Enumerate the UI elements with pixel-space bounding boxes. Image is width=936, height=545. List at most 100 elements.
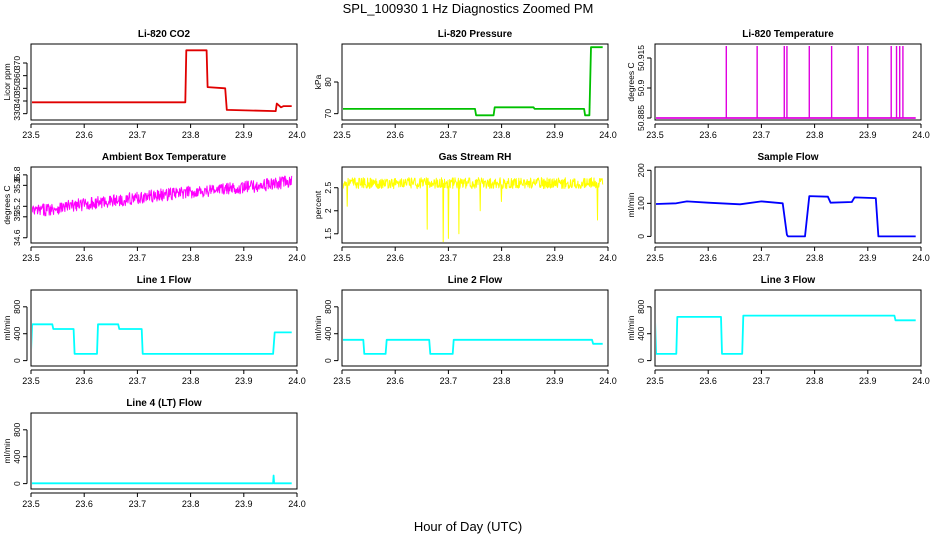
x-tick-label: 23.9	[859, 130, 877, 140]
data-series	[32, 175, 293, 217]
chart-panel: Line 2 Flow ml/min 23.5 23.6 23.7 23.8 23.9 24.…	[313, 275, 617, 386]
y-tick-label: 360	[12, 68, 22, 82]
x-tick-label: 23.9	[235, 376, 253, 386]
x-tick-label: 23.9	[235, 130, 253, 140]
chart-panel: Line 4 (LT) Flow ml/min 23.5 23.6 23.7 23.8 23…	[2, 398, 306, 509]
x-tick-label: 23.7	[129, 130, 147, 140]
x-tick-label: 23.7	[753, 130, 771, 140]
x-tick-label: 23.5	[333, 130, 351, 140]
y-axis-label: Licor ppm	[2, 63, 12, 100]
figure-title: SPL_100930 1 Hz Diagnostics Zoomed PM	[343, 1, 594, 16]
chart-title: Li-820 CO2	[138, 29, 191, 40]
y-axis-label: degrees C	[2, 185, 12, 224]
y-tick-label: 100	[636, 196, 646, 210]
x-tick-label: 23.6	[699, 130, 717, 140]
chart-title: Line 1 Flow	[137, 275, 192, 286]
x-tick-label: 23.8	[182, 376, 200, 386]
y-tick-label: 0	[323, 358, 333, 363]
x-tick-label: 23.8	[806, 130, 824, 140]
y-tick-label: 400	[323, 326, 333, 340]
chart-panel: Li-820 Pressure kPa 23.5 23.6 23.7 23.8 23.9 24…	[313, 29, 617, 140]
x-tick-label: 23.9	[235, 253, 253, 263]
chart-panel: Li-820 Temperature degrees C 23.5 23.6 23.7 2…	[626, 29, 930, 140]
y-tick-label: 400	[12, 449, 22, 463]
x-tick-label: 23.9	[859, 253, 877, 263]
plot-frame	[341, 166, 609, 244]
x-tick-label: 23.7	[753, 253, 771, 263]
chart-title: Line 3 Flow	[761, 275, 816, 286]
x-tick-label: 23.8	[182, 253, 200, 263]
data-series	[656, 46, 916, 119]
data-series	[32, 323, 292, 355]
y-tick-label: 1.5	[323, 228, 333, 240]
x-tick-label: 23.9	[546, 376, 564, 386]
series-line	[32, 474, 292, 485]
y-tick-label: 400	[636, 326, 646, 340]
x-tick-label: 24.0	[912, 130, 930, 140]
x-tick-label: 23.8	[806, 253, 824, 263]
y-tick-label: 0	[636, 358, 646, 363]
y-tick-label: 50.885	[636, 105, 646, 131]
chart-title: Ambient Box Temperature	[102, 152, 227, 163]
series-line	[656, 195, 916, 238]
y-tick-label: 350	[12, 81, 22, 95]
plot-frame	[30, 289, 298, 367]
x-tick-label: 23.6	[386, 130, 404, 140]
y-tick-label: 35.6	[12, 177, 22, 194]
plot-frame	[341, 43, 609, 121]
x-tick-label: 23.5	[646, 130, 664, 140]
plot-frame	[341, 289, 609, 367]
y-axis-label: percent	[313, 190, 323, 219]
x-tick-label: 24.0	[599, 253, 617, 263]
data-series	[343, 177, 604, 242]
x-tick-label: 23.6	[386, 376, 404, 386]
x-tick-label: 23.5	[22, 253, 40, 263]
chart-panel: Li-820 CO2 Licor ppm 23.5 23.6 23.7 23.8 23.9 2…	[2, 29, 306, 140]
y-axis-label: ml/min	[313, 315, 323, 340]
plot-frame	[30, 43, 298, 121]
x-tick-label: 23.6	[386, 253, 404, 263]
series-line	[656, 314, 916, 355]
chart-panel: Line 1 Flow ml/min 23.5 23.6 23.7 23.8 23.9 24.…	[2, 275, 306, 386]
x-tick-label: 23.5	[333, 376, 351, 386]
x-tick-label: 23.5	[333, 253, 351, 263]
y-tick-label: 370	[12, 56, 22, 70]
x-tick-label: 23.9	[859, 376, 877, 386]
plot-frame	[30, 166, 298, 244]
y-tick-label: 800	[323, 299, 333, 313]
series-line	[343, 46, 603, 117]
y-tick-label: 800	[12, 299, 22, 313]
y-tick-label: 35	[12, 212, 22, 222]
x-tick-label: 23.9	[235, 499, 253, 509]
y-tick-label: 80	[323, 77, 333, 87]
x-tick-label: 24.0	[599, 130, 617, 140]
x-tick-label: 23.7	[440, 130, 458, 140]
x-tick-label: 23.5	[646, 376, 664, 386]
x-tick-label: 23.9	[546, 130, 564, 140]
plot-frame	[654, 166, 922, 244]
x-tick-label: 23.6	[699, 376, 717, 386]
chart-panel: Line 3 Flow ml/min 23.5 23.6 23.7 23.8 23.9 24.…	[626, 275, 930, 386]
x-tick-label: 24.0	[288, 130, 306, 140]
y-axis-label: ml/min	[626, 315, 636, 340]
y-tick-label: 34.6	[12, 229, 22, 246]
series-line	[32, 323, 292, 355]
x-tick-label: 23.6	[75, 130, 93, 140]
x-tick-label: 24.0	[288, 499, 306, 509]
figure-xlabel: Hour of Day (UTC)	[414, 519, 522, 534]
y-tick-label: 2.5	[323, 182, 333, 194]
y-tick-label: 35.2	[12, 198, 22, 215]
chart-title: Sample Flow	[757, 152, 818, 163]
y-tick-label: 50.9	[636, 79, 646, 96]
x-tick-label: 23.8	[806, 376, 824, 386]
x-tick-label: 23.7	[753, 376, 771, 386]
data-series	[32, 474, 292, 485]
x-tick-label: 23.6	[75, 253, 93, 263]
x-tick-label: 24.0	[599, 376, 617, 386]
x-tick-label: 23.5	[22, 130, 40, 140]
plot-frame	[654, 289, 922, 367]
x-tick-label: 24.0	[288, 376, 306, 386]
y-tick-label: 2	[323, 208, 333, 213]
x-tick-label: 23.8	[493, 376, 511, 386]
